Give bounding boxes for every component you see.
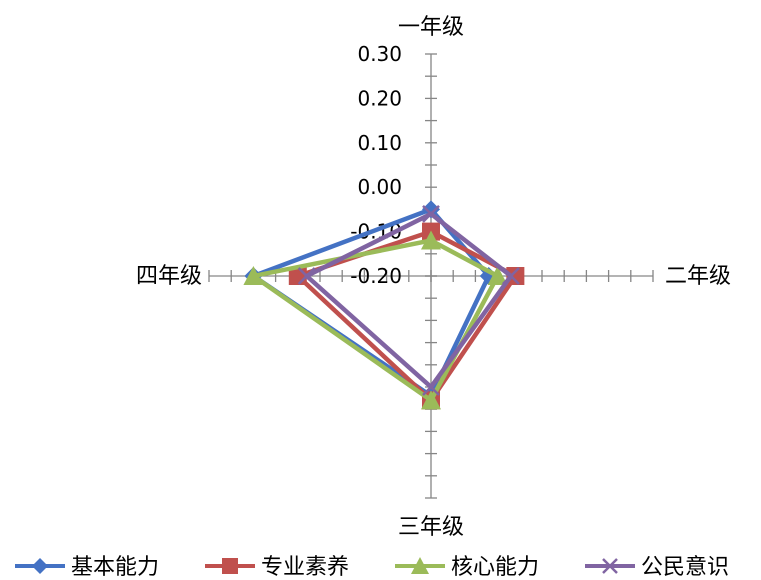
r-tick-label: 0.30 (357, 42, 402, 66)
series-x (297, 204, 520, 396)
series-triangle (243, 230, 508, 410)
marker-square (222, 558, 238, 574)
marker-triangle (421, 390, 441, 410)
r-tick-label: 0.10 (357, 131, 402, 155)
legend-label: 专业素养 (261, 555, 349, 580)
r-tick-label: 0.00 (357, 175, 402, 199)
marker-x (422, 204, 440, 223)
marker-x (502, 267, 520, 285)
legend-label: 核心能力 (451, 555, 539, 580)
category-label: 二年级 (665, 264, 731, 289)
legend-label: 公民意识 (641, 555, 729, 580)
category-label: 一年级 (398, 15, 464, 40)
legend-item: 公民意识 (585, 555, 729, 580)
r-tick-label: 0.20 (357, 86, 402, 110)
marker-x (297, 267, 316, 285)
marker-triangle (487, 266, 508, 285)
legend-item: 基本能力 (15, 555, 159, 580)
marker-triangle (411, 557, 429, 574)
radar-axes (208, 53, 654, 499)
legend-label: 基本能力 (71, 555, 159, 580)
series-layer (243, 200, 525, 410)
marker-triangle (421, 230, 441, 250)
legend-item: 专业素养 (205, 555, 349, 580)
r-tick-label: -0.20 (350, 264, 402, 288)
category-label: 四年级 (136, 264, 202, 289)
marker-square (506, 267, 525, 285)
marker-triangle (243, 266, 264, 285)
marker-x (422, 378, 440, 396)
legend: 基本能力 专业素养 核心能力 公民意识 (15, 555, 729, 580)
legend-item: 核心能力 (395, 555, 539, 580)
series-diamond (244, 200, 498, 405)
category-label: 三年级 (398, 515, 464, 540)
marker-x (602, 558, 618, 574)
marker-diamond (32, 558, 48, 574)
